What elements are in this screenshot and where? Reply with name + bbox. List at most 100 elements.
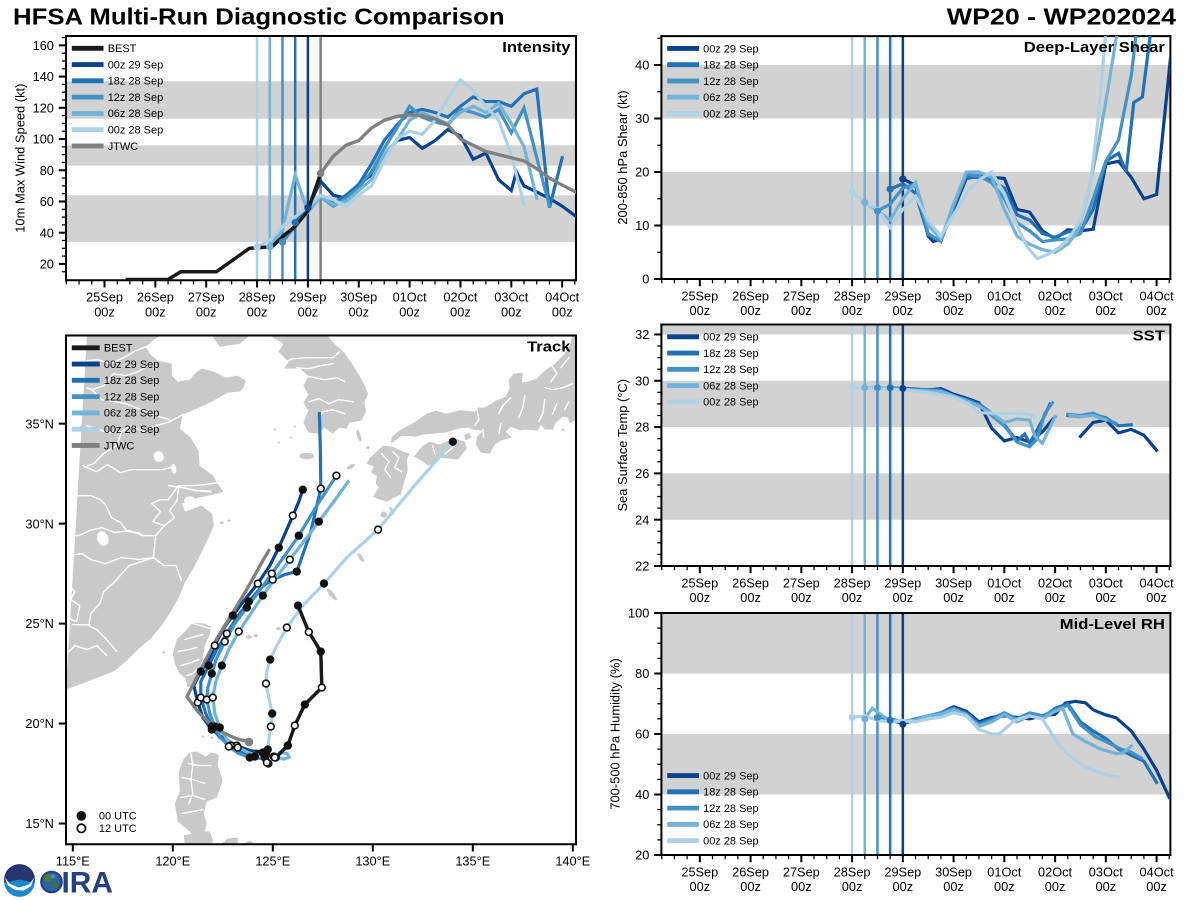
svg-text:JTWC: JTWC <box>104 440 135 452</box>
svg-text:18z 28 Sep: 18z 28 Sep <box>703 348 759 360</box>
svg-text:06z 28 Sep: 06z 28 Sep <box>703 92 759 104</box>
svg-text:00z: 00z <box>791 303 812 318</box>
svg-text:26Sep: 26Sep <box>732 288 769 303</box>
svg-text:12z 28 Sep: 12z 28 Sep <box>104 391 160 403</box>
svg-text:00z: 00z <box>1045 879 1066 894</box>
svg-text:29Sep: 29Sep <box>289 290 326 305</box>
svg-text:25Sep: 25Sep <box>681 288 718 303</box>
svg-text:BEST: BEST <box>108 43 137 55</box>
svg-text:00z: 00z <box>943 590 964 605</box>
svg-text:Mid-Level RH: Mid-Level RH <box>1060 617 1165 633</box>
svg-text:30Sep: 30Sep <box>935 864 972 879</box>
svg-text:00z: 00z <box>842 879 863 894</box>
svg-text:80: 80 <box>635 666 649 681</box>
svg-text:28Sep: 28Sep <box>834 288 871 303</box>
svg-text:18z 28 Sep: 18z 28 Sep <box>108 76 164 88</box>
svg-text:00z: 00z <box>501 304 522 319</box>
svg-text:JTWC: JTWC <box>108 141 139 153</box>
svg-text:00z: 00z <box>1146 303 1167 318</box>
svg-text:00z: 00z <box>943 303 964 318</box>
svg-text:06z 28 Sep: 06z 28 Sep <box>104 408 160 420</box>
svg-text:00z: 00z <box>842 303 863 318</box>
svg-text:00z: 00z <box>893 879 914 894</box>
svg-text:20°N: 20°N <box>25 716 54 731</box>
svg-text:00z: 00z <box>1146 879 1167 894</box>
svg-text:125°E: 125°E <box>255 854 290 869</box>
svg-text:28Sep: 28Sep <box>834 864 871 879</box>
svg-text:32: 32 <box>635 327 649 342</box>
svg-text:00z 29 Sep: 00z 29 Sep <box>703 43 759 55</box>
svg-text:00z: 00z <box>791 590 812 605</box>
svg-text:00z: 00z <box>1146 590 1167 605</box>
svg-text:00z: 00z <box>791 879 812 894</box>
svg-text:SST: SST <box>1133 328 1166 344</box>
svg-text:140: 140 <box>33 69 54 84</box>
svg-text:00z 29 Sep: 00z 29 Sep <box>703 770 759 782</box>
svg-text:28Sep: 28Sep <box>239 290 276 305</box>
svg-text:26Sep: 26Sep <box>732 864 769 879</box>
svg-text:00z: 00z <box>690 879 711 894</box>
svg-text:00z: 00z <box>1045 590 1066 605</box>
svg-text:27Sep: 27Sep <box>188 290 225 305</box>
svg-text:60: 60 <box>635 727 649 742</box>
svg-text:12z 28 Sep: 12z 28 Sep <box>703 76 759 88</box>
svg-text:00z 28 Sep: 00z 28 Sep <box>703 835 759 847</box>
svg-text:06z 28 Sep: 06z 28 Sep <box>703 380 759 392</box>
svg-text:30Sep: 30Sep <box>340 290 377 305</box>
svg-text:0: 0 <box>642 272 649 287</box>
svg-text:12 UTC: 12 UTC <box>99 823 137 835</box>
svg-text:00z: 00z <box>842 590 863 605</box>
svg-text:00z 29 Sep: 00z 29 Sep <box>703 332 759 344</box>
svg-text:00z: 00z <box>196 304 217 319</box>
svg-text:06z 28 Sep: 06z 28 Sep <box>703 819 759 831</box>
svg-text:02Oct: 02Oct <box>1038 288 1073 303</box>
svg-text:00z: 00z <box>994 590 1015 605</box>
svg-text:03Oct: 03Oct <box>494 290 529 305</box>
svg-text:60: 60 <box>40 194 54 209</box>
svg-text:35°N: 35°N <box>25 416 54 431</box>
svg-text:01Oct: 01Oct <box>393 290 428 305</box>
svg-text:29Sep: 29Sep <box>884 575 921 590</box>
svg-text:24: 24 <box>635 512 649 527</box>
svg-text:27Sep: 27Sep <box>783 864 820 879</box>
svg-text:160: 160 <box>33 38 54 53</box>
svg-text:00z: 00z <box>994 303 1015 318</box>
svg-text:04Oct: 04Oct <box>1140 288 1175 303</box>
svg-text:80: 80 <box>40 163 54 178</box>
svg-text:00z: 00z <box>943 879 964 894</box>
svg-text:40: 40 <box>635 58 649 73</box>
svg-text:12z 28 Sep: 12z 28 Sep <box>703 803 759 815</box>
svg-text:00z 28 Sep: 00z 28 Sep <box>108 124 164 136</box>
svg-text:00z: 00z <box>298 304 319 319</box>
svg-text:04Oct: 04Oct <box>545 290 580 305</box>
svg-text:140°E: 140°E <box>555 854 590 869</box>
svg-text:200-850 hPa Shear (kt): 200-850 hPa Shear (kt) <box>615 90 630 224</box>
svg-text:Track: Track <box>527 339 571 355</box>
svg-text:10m Max Wind Speed (kt): 10m Max Wind Speed (kt) <box>12 84 27 233</box>
svg-text:00z: 00z <box>740 879 761 894</box>
svg-text:00z: 00z <box>740 303 761 318</box>
svg-text:30: 30 <box>635 111 649 126</box>
svg-text:02Oct: 02Oct <box>443 290 478 305</box>
svg-text:25Sep: 25Sep <box>86 290 123 305</box>
svg-text:Sea Surface Temp (°C): Sea Surface Temp (°C) <box>615 379 630 512</box>
svg-text:26Sep: 26Sep <box>137 290 174 305</box>
svg-text:12z 28 Sep: 12z 28 Sep <box>108 92 164 104</box>
svg-text:00 UTC: 00 UTC <box>99 811 137 823</box>
svg-text:30Sep: 30Sep <box>935 288 972 303</box>
svg-text:27Sep: 27Sep <box>783 575 820 590</box>
svg-text:30: 30 <box>635 373 649 388</box>
svg-text:01Oct: 01Oct <box>987 288 1022 303</box>
svg-text:00z 28 Sep: 00z 28 Sep <box>104 424 160 436</box>
svg-text:20: 20 <box>635 165 649 180</box>
svg-text:28: 28 <box>635 420 649 435</box>
svg-text:00z: 00z <box>399 304 420 319</box>
svg-text:00z 28 Sep: 00z 28 Sep <box>703 397 759 409</box>
svg-text:06z 28 Sep: 06z 28 Sep <box>108 108 164 120</box>
svg-text:28Sep: 28Sep <box>834 575 871 590</box>
svg-text:700-500 hPa Humidity (%): 700-500 hPa Humidity (%) <box>608 658 623 809</box>
svg-text:115°E: 115°E <box>56 854 90 869</box>
svg-text:00z: 00z <box>450 304 471 319</box>
svg-text:135°E: 135°E <box>455 854 490 869</box>
svg-text:04Oct: 04Oct <box>1140 864 1175 879</box>
